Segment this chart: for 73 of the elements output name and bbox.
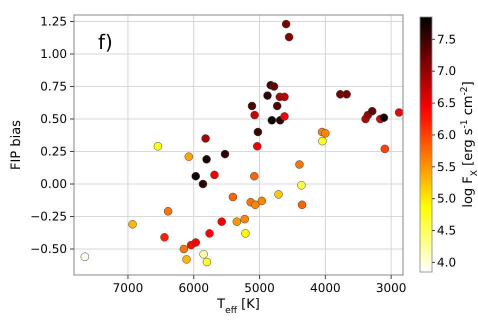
point — [368, 106, 376, 116]
point — [217, 217, 226, 226]
point — [182, 255, 191, 264]
x-tick-label: 3000 — [376, 281, 406, 295]
point — [250, 110, 259, 120]
point — [282, 20, 290, 28]
y-tick-label: −0.50 — [30, 242, 67, 256]
x-tick-label: 7000 — [112, 281, 144, 295]
color-bar-label: 7.5 — [437, 32, 456, 46]
point — [201, 134, 210, 143]
color-bar-label: 6.5 — [437, 96, 456, 110]
point — [198, 180, 208, 188]
color-bar-label: 4.0 — [437, 255, 456, 270]
y-tick-label: 0.50 — [40, 112, 67, 126]
point — [202, 155, 211, 164]
point — [154, 142, 162, 151]
point — [298, 200, 306, 210]
color-bar-label: 6.0 — [437, 128, 456, 142]
y-tick-label: 0.25 — [40, 144, 67, 158]
point — [199, 250, 208, 258]
point — [318, 136, 327, 146]
point — [250, 172, 259, 180]
point — [263, 91, 272, 100]
point — [251, 200, 260, 210]
point — [253, 142, 262, 151]
point — [220, 150, 230, 158]
point — [280, 112, 289, 121]
point — [160, 233, 169, 242]
point — [191, 238, 200, 247]
x-tick-label: 4000 — [310, 281, 341, 295]
y-tick-label: 1.00 — [40, 47, 67, 61]
point — [272, 102, 282, 110]
point — [258, 196, 266, 206]
point — [274, 190, 283, 199]
x-tick-label: 6000 — [178, 281, 210, 295]
x-tick-label: 5000 — [244, 281, 275, 295]
y-tick-label: 0.75 — [40, 80, 67, 94]
point — [128, 220, 137, 229]
y-axis-title: FIP bias — [9, 120, 24, 170]
y-tick-label: 1.25 — [40, 14, 67, 28]
point — [342, 90, 351, 99]
point — [380, 113, 388, 122]
point — [164, 207, 172, 216]
point — [284, 32, 294, 42]
y-tick-label: −0.25 — [30, 210, 67, 224]
point — [184, 152, 194, 161]
color-bar-label: 7.0 — [437, 64, 456, 78]
color-bar-label: 4.5 — [437, 224, 456, 238]
point — [241, 229, 250, 238]
color-bar-label: 5.0 — [437, 192, 456, 206]
point — [240, 214, 249, 224]
point — [270, 82, 278, 91]
point — [248, 102, 256, 110]
point — [180, 244, 188, 254]
annotation: f) — [98, 30, 113, 54]
point — [297, 181, 306, 190]
point — [254, 128, 262, 136]
point — [232, 217, 242, 226]
point — [228, 192, 238, 202]
point — [380, 144, 390, 154]
point — [295, 160, 304, 169]
point — [202, 258, 212, 266]
point — [280, 92, 289, 102]
point — [205, 229, 214, 238]
point — [321, 129, 330, 138]
point — [394, 108, 404, 117]
x-axis-title: T$_{eff}$ [K] — [216, 297, 260, 316]
y-tick-label: 0.00 — [40, 177, 67, 191]
color-bar-label: 5.5 — [437, 160, 456, 174]
point — [210, 170, 219, 180]
point — [268, 116, 276, 125]
point — [191, 172, 200, 180]
point — [80, 252, 90, 262]
